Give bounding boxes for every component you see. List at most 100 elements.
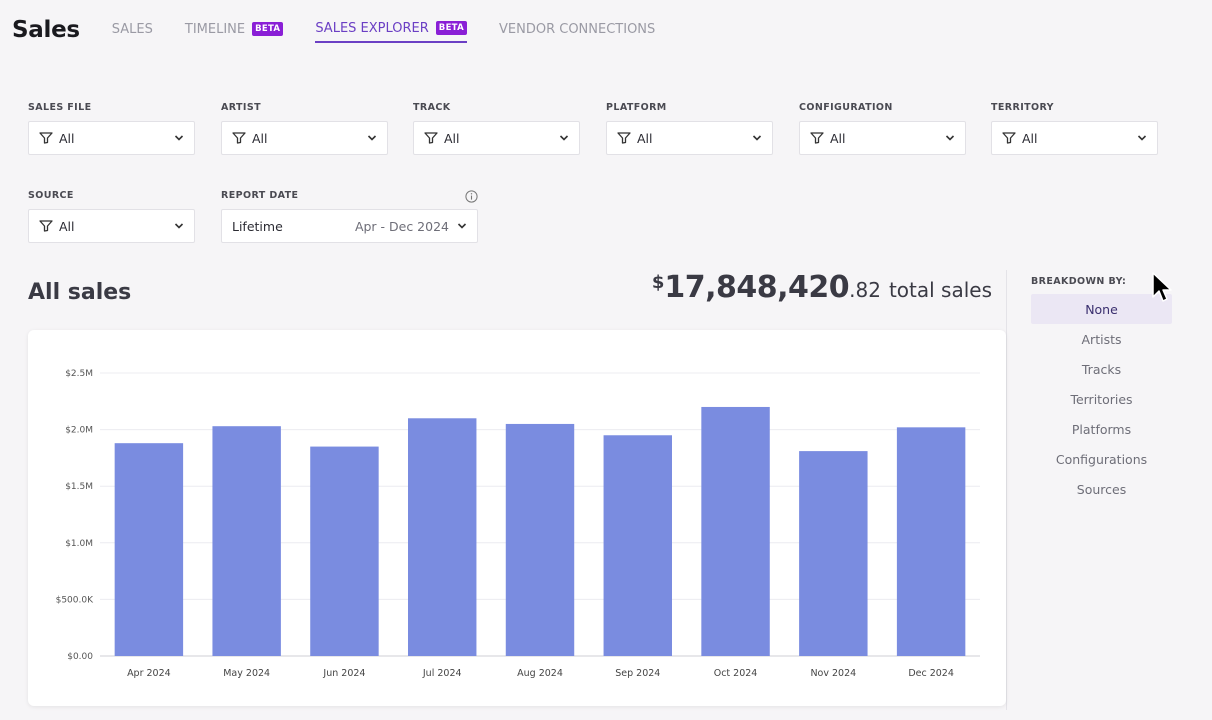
filter-icon <box>424 132 438 144</box>
territory-value: All <box>1022 130 1038 146</box>
chevron-down-icon <box>367 135 377 141</box>
filter-icon <box>1002 132 1016 144</box>
source-select[interactable]: All <box>28 209 195 243</box>
y-tick-label: $1.0M <box>65 539 93 549</box>
source-filter: SOURCE All <box>28 190 195 243</box>
breakdown-none[interactable]: None <box>1031 294 1172 324</box>
breakdown-label: BREAKDOWN BY: <box>1031 276 1127 287</box>
total-cents: .82 <box>849 278 881 302</box>
sales-file-label: SALES FILE <box>28 102 92 113</box>
breakdown-tracks[interactable]: Tracks <box>1081 361 1122 377</box>
report-date-label: REPORT DATE <box>221 190 299 201</box>
platform-select[interactable]: All <box>606 121 773 155</box>
track-value: All <box>444 130 460 146</box>
configuration-label: CONFIGURATION <box>799 102 893 113</box>
bar-nov-2024[interactable] <box>799 451 868 656</box>
bar-jul-2024[interactable] <box>408 418 477 656</box>
total-sales: $ 17,848,420 .82 total sales <box>652 270 992 305</box>
info-icon[interactable] <box>465 190 478 203</box>
sales-chart-card: $0.00 $500.0K $1.0M $1.5M $2.0M $2.5M Apr 202… <box>28 330 1006 706</box>
breakdown-platforms[interactable]: Platforms <box>1071 421 1132 437</box>
timeline-beta-badge: BETA <box>252 22 284 36</box>
territory-label: TERRITORY <box>991 102 1054 113</box>
artist-value: All <box>252 130 268 146</box>
platform-filter: PLATFORM All <box>606 102 773 155</box>
track-label: TRACK <box>413 102 451 113</box>
chevron-down-icon <box>1137 135 1147 141</box>
chevron-down-icon <box>174 135 184 141</box>
vertical-divider <box>1006 270 1007 710</box>
chevron-down-icon <box>945 135 955 141</box>
mouse-cursor-icon <box>1152 272 1172 302</box>
chevron-down-icon <box>457 223 467 229</box>
breakdown-panel: BREAKDOWN BY: None Artists Tracks Territ… <box>1031 276 1172 504</box>
configuration-select[interactable]: All <box>799 121 966 155</box>
source-value: All <box>59 218 75 234</box>
x-tick-label: Jun 2024 <box>322 668 365 679</box>
breakdown-artists[interactable]: Artists <box>1081 331 1122 347</box>
tab-vendor-connections-label: VENDOR CONNECTIONS <box>499 21 656 37</box>
artist-select[interactable]: All <box>221 121 388 155</box>
sales-explorer-beta-badge: BETA <box>435 21 467 35</box>
tab-vendor-connections[interactable]: VENDOR CONNECTIONS <box>499 17 655 43</box>
chevron-down-icon <box>752 135 762 141</box>
bar-sep-2024[interactable] <box>603 435 672 656</box>
bar-dec-2024[interactable] <box>896 427 966 656</box>
y-tick-label: $2.5M <box>65 369 93 379</box>
report-date-range: Apr - Dec 2024 <box>354 218 449 234</box>
breakdown-configurations[interactable]: Configurations <box>1055 451 1148 467</box>
platform-label: PLATFORM <box>606 102 667 113</box>
sales-bar-chart: $0.00 $500.0K $1.0M $1.5M $2.0M $2.5M Apr 202… <box>56 369 980 679</box>
territory-select[interactable]: All <box>991 121 1158 155</box>
tab-sales-explorer[interactable]: SALES EXPLORER BETA <box>315 17 467 43</box>
page-header: Sales SALES TIMELINE BETA SALES EXPLORER… <box>12 14 687 46</box>
sales-file-value: All <box>59 130 75 146</box>
filter-icon <box>617 132 631 144</box>
total-currency: $ <box>651 272 665 293</box>
chevron-down-icon <box>559 135 569 141</box>
total-amount: 17,848,420 <box>664 270 850 305</box>
x-tick-label: May 2024 <box>223 668 270 679</box>
x-tick-label: Jul 2024 <box>422 668 462 679</box>
sales-file-select[interactable]: All <box>28 121 195 155</box>
bar-oct-2024[interactable] <box>701 406 770 656</box>
bar-may-2024[interactable] <box>212 426 281 656</box>
x-tick-label: Dec 2024 <box>908 668 954 679</box>
x-tick-label: Nov 2024 <box>810 668 856 679</box>
artist-label: ARTIST <box>221 102 261 113</box>
breakdown-territories[interactable]: Territories <box>1070 391 1133 407</box>
track-select[interactable]: All <box>413 121 580 155</box>
x-tick-label: Oct 2024 <box>714 668 758 679</box>
artist-filter: ARTIST All <box>221 102 388 155</box>
y-tick-label: $0.00 <box>67 652 93 662</box>
sales-file-filter: SALES FILE All <box>28 102 195 155</box>
y-tick-label: $500.0K <box>56 595 94 605</box>
chevron-down-icon <box>174 223 184 229</box>
total-suffix: total sales <box>888 278 992 302</box>
tab-timeline-label: TIMELINE <box>184 21 246 37</box>
tab-timeline[interactable]: TIMELINE BETA <box>184 17 284 43</box>
bar-jun-2024[interactable] <box>310 446 379 656</box>
report-date-value: Lifetime <box>232 218 283 234</box>
configuration-value: All <box>830 130 846 146</box>
bar-aug-2024[interactable] <box>505 423 575 656</box>
tab-sales-explorer-label: SALES EXPLORER <box>315 20 429 36</box>
source-label: SOURCE <box>28 190 74 201</box>
filter-icon <box>232 132 246 144</box>
section-title: All sales <box>28 280 132 305</box>
y-tick-label: $2.0M <box>65 426 93 436</box>
breakdown-sources[interactable]: Sources <box>1076 481 1127 497</box>
x-tick-label: Apr 2024 <box>127 668 171 679</box>
x-tick-label: Sep 2024 <box>615 668 660 679</box>
bar-apr-2024[interactable] <box>114 443 184 656</box>
y-tick-label: $1.5M <box>65 482 93 492</box>
track-filter: TRACK All <box>413 102 580 155</box>
app-title: Sales <box>12 17 80 43</box>
report-date-select[interactable]: Lifetime Apr - Dec 2024 <box>221 209 478 243</box>
territory-filter: TERRITORY All <box>991 102 1158 155</box>
filter-icon <box>810 132 824 144</box>
report-date-filter: REPORT DATE Lifetime Apr - Dec 2024 <box>221 190 478 243</box>
tab-sales-label: SALES <box>111 21 153 37</box>
x-tick-label: Aug 2024 <box>517 668 563 679</box>
tab-sales[interactable]: SALES <box>112 17 153 43</box>
